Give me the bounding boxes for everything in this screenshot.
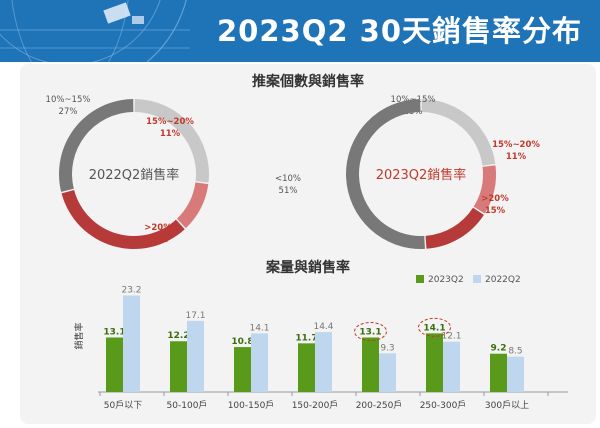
y-axis-label: 銷售率 <box>73 322 85 349</box>
slice-value: 27% <box>59 107 78 117</box>
bar-value-label: 14.1 <box>423 323 445 333</box>
legend-swatch-2022 <box>473 275 481 283</box>
slice-value: 33% <box>148 235 169 245</box>
slice-value: 11% <box>160 129 181 139</box>
bar-2022Q2 <box>123 295 140 392</box>
slice-value: 15% <box>485 206 506 216</box>
donut-slice <box>61 190 185 249</box>
donut-slice <box>473 165 497 214</box>
page-title: 2023Q2 30天銷售率分布 <box>217 14 582 48</box>
x-tick-label: 200-250戶 <box>356 399 403 411</box>
slice-value: 11% <box>506 152 527 162</box>
bar-2022Q2 <box>507 356 524 392</box>
donut-slice <box>346 99 425 249</box>
bar-value-label: 9.2 <box>491 344 507 354</box>
bar-value-label: 14.4 <box>313 322 333 332</box>
x-tick-label: 50戶以下 <box>104 399 142 411</box>
bar-value-label: 14.1 <box>249 323 269 333</box>
donut-center-label: 2023Q2銷售率 <box>376 167 467 183</box>
donut-section-title: 推案個數與銷售率 <box>252 73 364 90</box>
bar-2023Q2 <box>426 333 443 392</box>
bar-chart-title: 案量與銷售率 <box>265 259 350 276</box>
bar-value-label: 13.1 <box>359 328 381 338</box>
content-panel: 推案個數與銷售率 10%~15% 27% 15%~20% 11% >20% 33% <10% 2… <box>20 64 596 424</box>
header-banner: 2023Q2 30天銷售率分布 <box>0 0 600 62</box>
slice-label: >20% <box>144 223 172 233</box>
bar-value-label: 17.1 <box>185 311 205 321</box>
x-tick-label: 150-200戶 <box>292 399 339 411</box>
slice-value: 51% <box>279 186 298 196</box>
bar-2022Q2 <box>187 320 204 392</box>
bar-2023Q2 <box>298 343 315 392</box>
donut-slice <box>176 182 209 229</box>
bar-value-label: 12.1 <box>441 332 461 342</box>
x-tick-label: 250-300戶 <box>420 399 467 411</box>
slice-label: >20% <box>481 194 509 204</box>
bar-value-label: 9.3 <box>380 343 394 353</box>
donut-slice <box>421 99 496 166</box>
bar-value-label: 13.1 <box>103 328 125 338</box>
bar-2022Q2 <box>379 353 396 392</box>
x-tick-label: 300戶以上 <box>485 399 529 411</box>
charts-canvas: 推案個數與銷售率 10%~15% 27% 15%~20% 11% >20% 33% <10% 2… <box>46 73 568 411</box>
bar-2022Q2 <box>315 332 332 392</box>
slice-label: 10%~15% <box>46 95 91 105</box>
slice-label: 15%~20% <box>146 117 194 127</box>
donut-slice <box>134 99 209 183</box>
bar-value-label: 11.7 <box>295 333 317 343</box>
bar-2023Q2 <box>362 337 379 392</box>
bar-value-label: 23.2 <box>121 285 141 295</box>
bar-2022Q2 <box>251 333 268 392</box>
highlight-circle <box>418 317 451 337</box>
bar-2023Q2 <box>490 353 507 392</box>
highlight-circle <box>354 322 387 342</box>
donut-slice <box>425 207 484 249</box>
donut-center-label: 2022Q2銷售率 <box>89 167 180 183</box>
bar-2023Q2 <box>170 341 187 392</box>
bar-2023Q2 <box>106 337 123 392</box>
x-tick-label: 50-100戶 <box>167 399 208 411</box>
slice-label: <10% <box>275 174 301 184</box>
bar-2022Q2 <box>443 341 460 392</box>
x-tick-label: 100-150戶 <box>228 399 275 411</box>
legend-label-2023: 2023Q2 <box>428 275 464 285</box>
bar-2023Q2 <box>234 347 251 392</box>
bar-value-label: 12.2 <box>167 331 189 341</box>
slice-label: 15%~20% <box>492 140 540 150</box>
bar-value-label: 10.8 <box>231 337 253 347</box>
donut-slice <box>59 99 134 192</box>
bar-value-label: 8.5 <box>508 347 522 357</box>
legend-label-2022: 2022Q2 <box>485 275 521 285</box>
legend-swatch-2023 <box>416 275 424 283</box>
globe-decoration <box>0 0 190 62</box>
